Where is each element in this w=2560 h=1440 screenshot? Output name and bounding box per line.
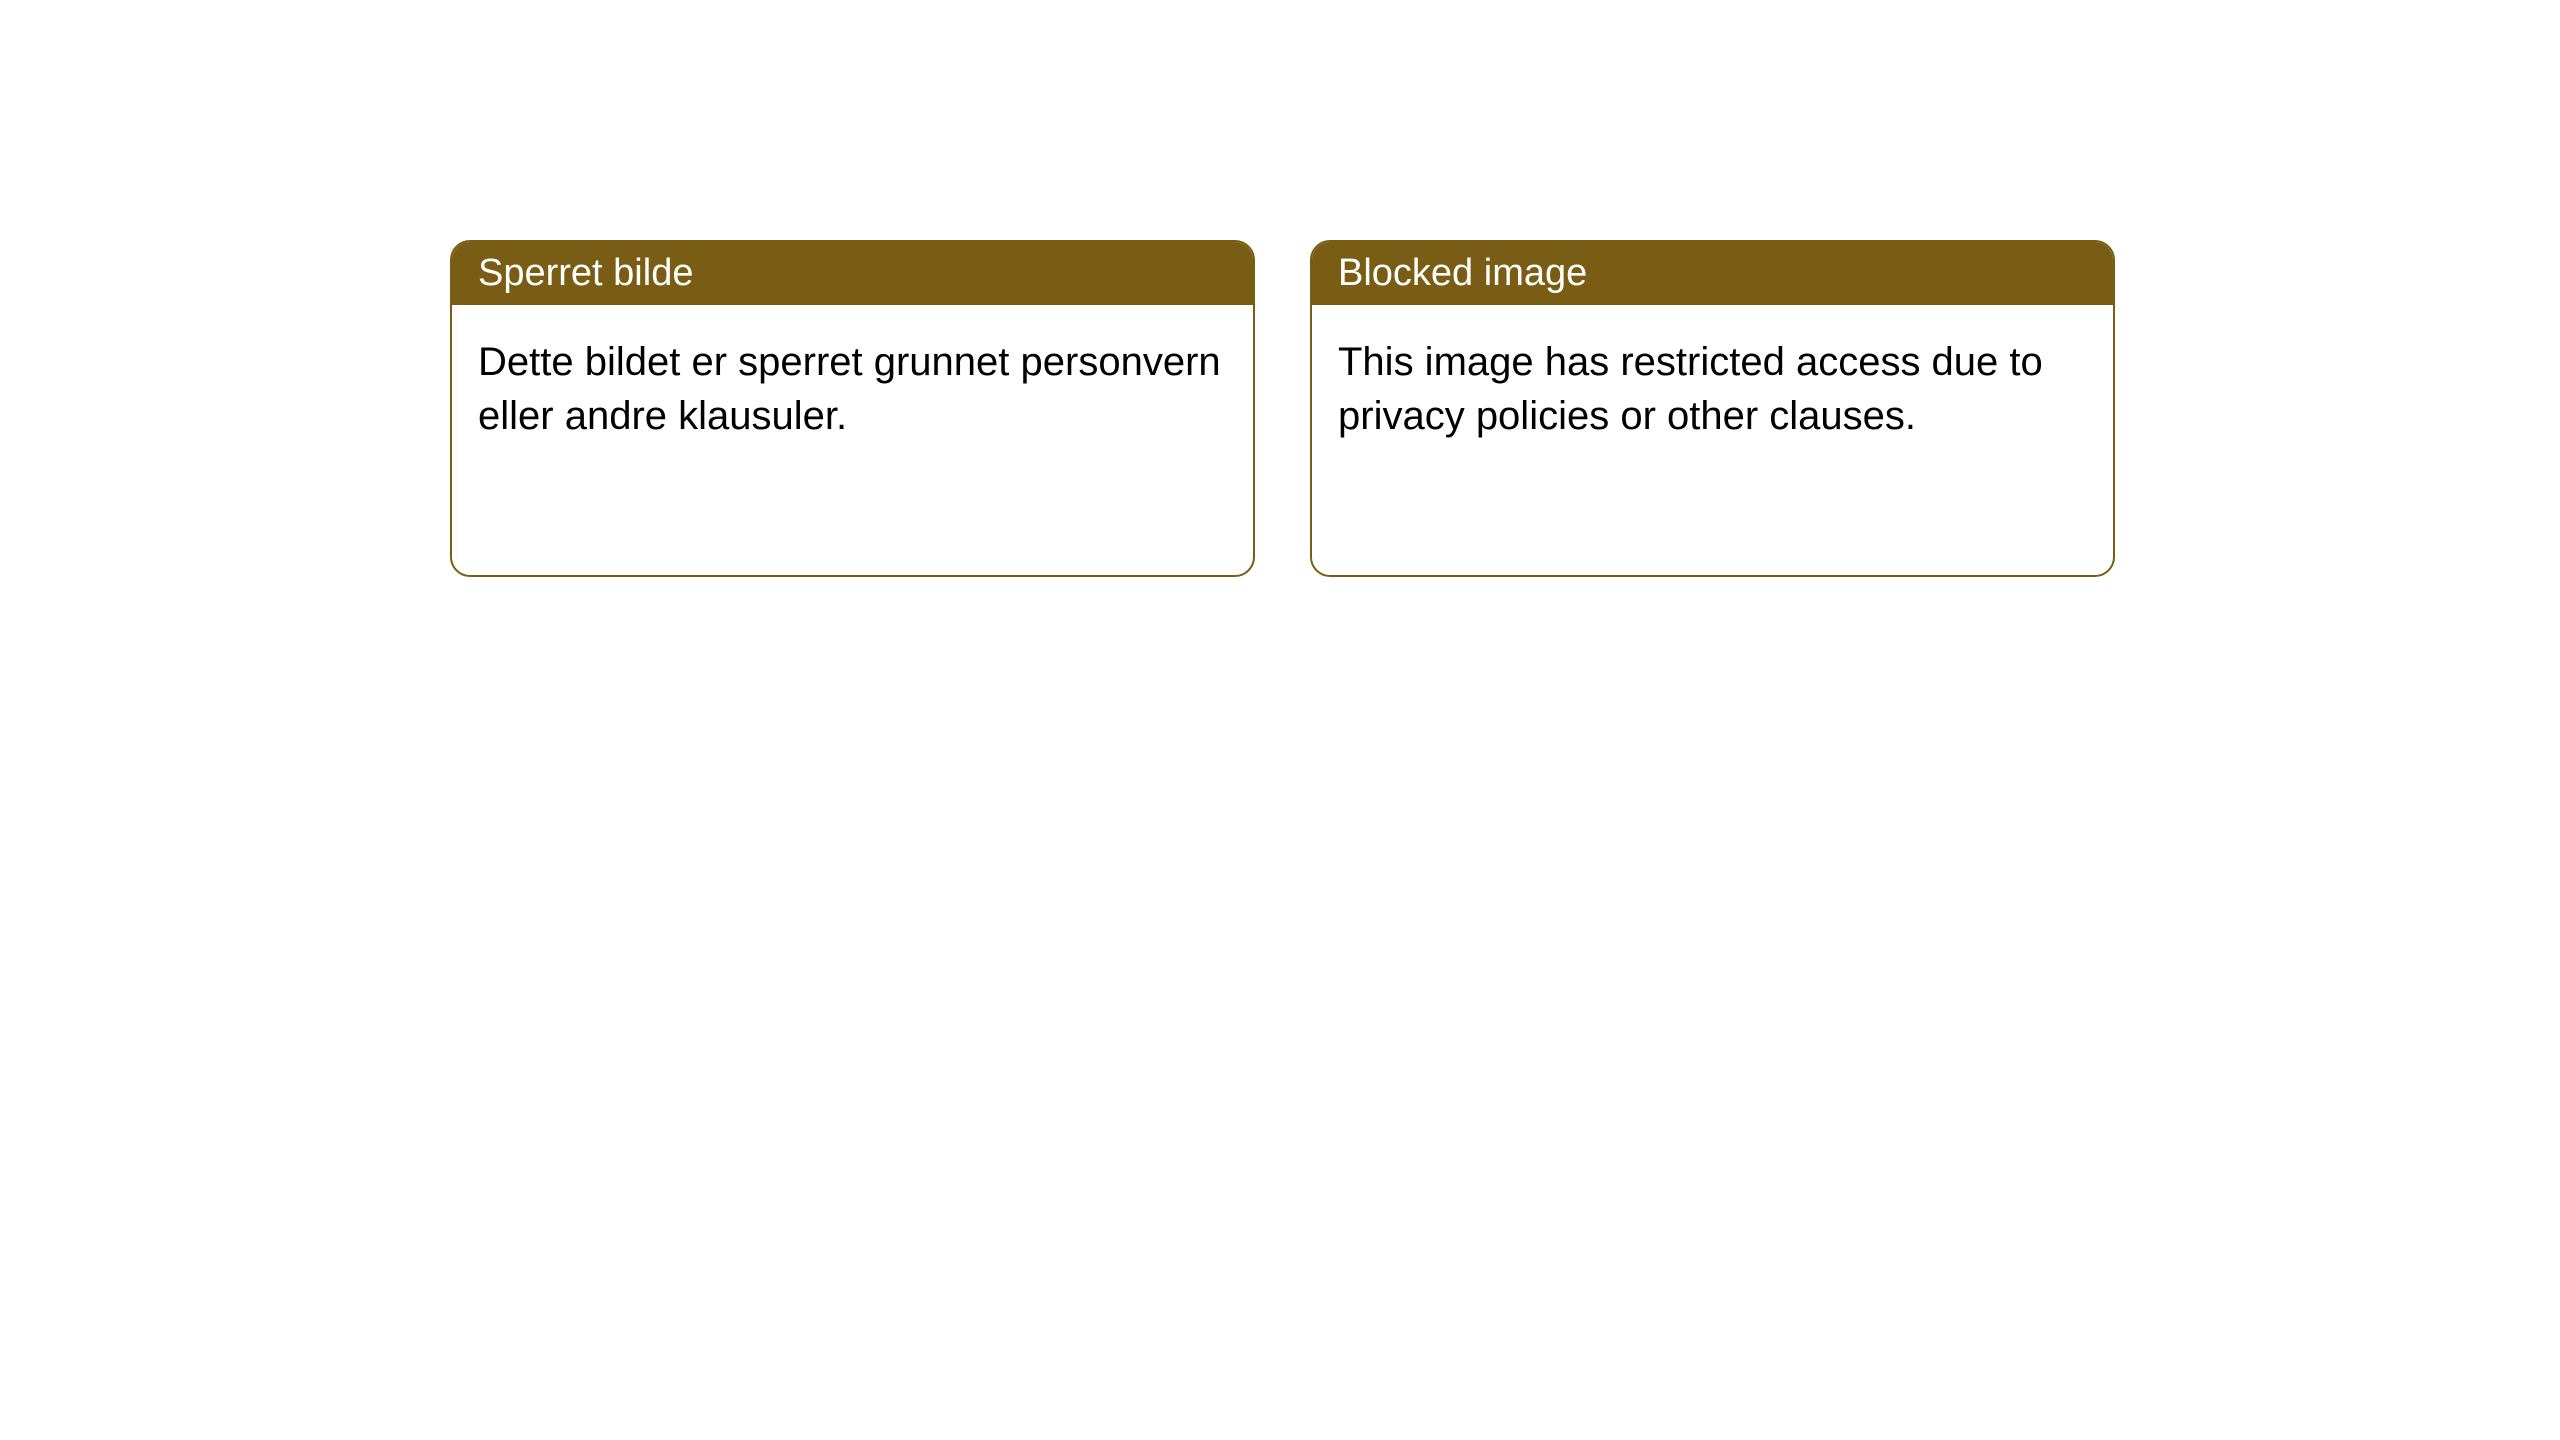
notice-card-english: Blocked image This image has restricted … bbox=[1310, 240, 2115, 577]
card-body: This image has restricted access due to … bbox=[1312, 305, 2113, 575]
card-message: This image has restricted access due to … bbox=[1338, 340, 2043, 438]
card-header: Blocked image bbox=[1312, 242, 2113, 305]
notice-card-norwegian: Sperret bilde Dette bildet er sperret gr… bbox=[450, 240, 1255, 577]
notice-cards-container: Sperret bilde Dette bildet er sperret gr… bbox=[450, 240, 2115, 577]
card-title: Blocked image bbox=[1338, 252, 1587, 294]
card-title: Sperret bilde bbox=[478, 252, 693, 294]
card-header: Sperret bilde bbox=[452, 242, 1253, 305]
card-message: Dette bildet er sperret grunnet personve… bbox=[478, 340, 1221, 438]
card-body: Dette bildet er sperret grunnet personve… bbox=[452, 305, 1253, 575]
